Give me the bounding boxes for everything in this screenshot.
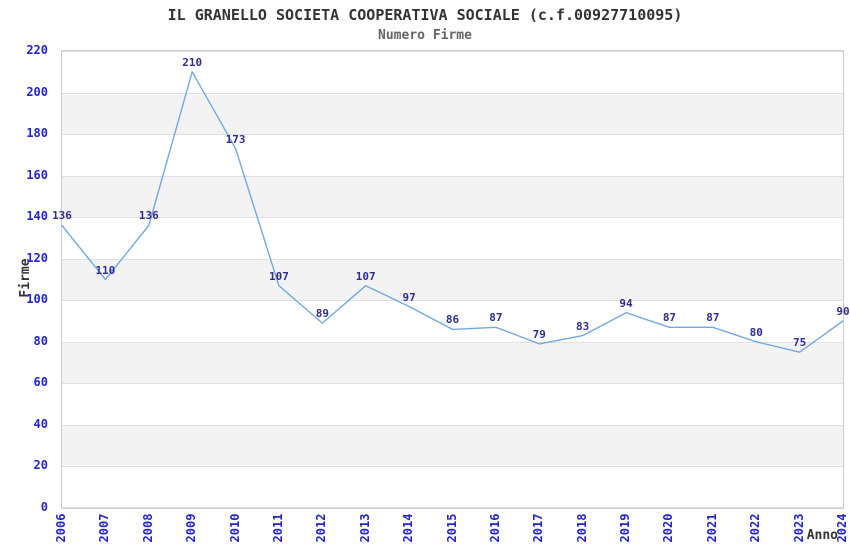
- plot-area: 136 110 136 210 173 107 89 107 97 86 87 79 83 94 87 87 8…: [52, 50, 850, 509]
- x-axis-title: Anno: [806, 528, 838, 543]
- plot-band: [62, 424, 843, 467]
- line-series: [61, 71, 844, 353]
- gridline: [62, 466, 843, 468]
- x-tick-label: 2016: [487, 513, 502, 543]
- x-tick-label: 2012: [314, 513, 329, 543]
- x-tick-label: 2007: [97, 513, 112, 543]
- x-tick-label: 2019: [618, 513, 633, 543]
- x-tick-label: 2020: [661, 513, 676, 543]
- x-tick-label: 2011: [270, 513, 285, 543]
- x-tick-label: 2017: [531, 513, 546, 543]
- data-point-label: 136: [138, 209, 159, 223]
- x-tick-label: 2015: [444, 513, 459, 543]
- gridline: [62, 300, 843, 302]
- data-point-label: 87: [706, 311, 720, 325]
- plot-band: [62, 341, 843, 384]
- gridline: [62, 507, 843, 508]
- gridline: [62, 134, 843, 136]
- y-tick-label: 120: [26, 250, 48, 265]
- plot-band: [62, 92, 843, 135]
- x-tick-label: 2023: [791, 513, 806, 543]
- gridline: [62, 341, 843, 343]
- data-point-label: 136: [52, 209, 72, 223]
- x-tick-label: 2010: [227, 513, 242, 543]
- data-point-label: 90: [836, 305, 850, 319]
- data-point-label: 86: [445, 313, 460, 327]
- data-point-label: 173: [225, 132, 246, 146]
- data-point-label: 94: [619, 296, 633, 310]
- y-tick-label: 220: [26, 43, 48, 57]
- plot-band: [62, 258, 843, 301]
- data-point-label: 107: [355, 269, 376, 283]
- data-point-label: 87: [489, 311, 503, 325]
- gridline: [62, 424, 843, 426]
- y-tick-label: 160: [26, 167, 48, 182]
- gridline: [62, 92, 843, 94]
- data-point-label: 87: [662, 311, 677, 325]
- x-tick-label: 2014: [401, 513, 416, 543]
- gridline: [62, 383, 843, 385]
- x-tick-label: 2022: [748, 513, 763, 543]
- plot-band: [62, 175, 843, 218]
- x-tick-label: 2018: [574, 513, 589, 543]
- data-point-label: 107: [269, 269, 289, 283]
- x-tick-label: 2006: [54, 513, 68, 543]
- data-point-label: 110: [95, 263, 116, 277]
- data-point-label: 75: [792, 336, 807, 350]
- data-point-label: 89: [315, 307, 329, 321]
- x-tick-label: 2024: [835, 513, 849, 543]
- y-tick-label: 20: [33, 458, 48, 473]
- y-tick-label: 100: [26, 292, 48, 307]
- y-tick-label: 80: [33, 333, 48, 348]
- series-polyline: [61, 71, 844, 353]
- data-point-label: 83: [576, 319, 590, 333]
- x-tick-label: 2008: [140, 513, 155, 543]
- gridline: [62, 175, 843, 177]
- gridline: [62, 51, 843, 52]
- y-tick-label: 60: [33, 375, 48, 390]
- gridline: [62, 217, 843, 219]
- data-point-label: 210: [182, 55, 203, 69]
- y-tick-label: 200: [26, 84, 48, 99]
- data-point-label: 79: [532, 327, 546, 341]
- x-tick-label: 2021: [704, 513, 719, 543]
- y-tick-label: 180: [26, 126, 48, 141]
- x-tick-label: 2009: [184, 513, 199, 543]
- chart-title: IL GRANELLO SOCIETA COOPERATIVA SOCIALE …: [167, 6, 683, 24]
- data-point-label: 97: [402, 290, 416, 304]
- chart-subtitle: Numero Firme: [378, 28, 472, 43]
- gridline: [62, 258, 843, 260]
- y-tick-label: 140: [26, 209, 48, 224]
- data-point-label: 80: [749, 325, 763, 339]
- y-tick-label: 40: [33, 416, 48, 431]
- y-tick-label: 0: [40, 500, 48, 514]
- x-tick-label: 2013: [357, 513, 372, 543]
